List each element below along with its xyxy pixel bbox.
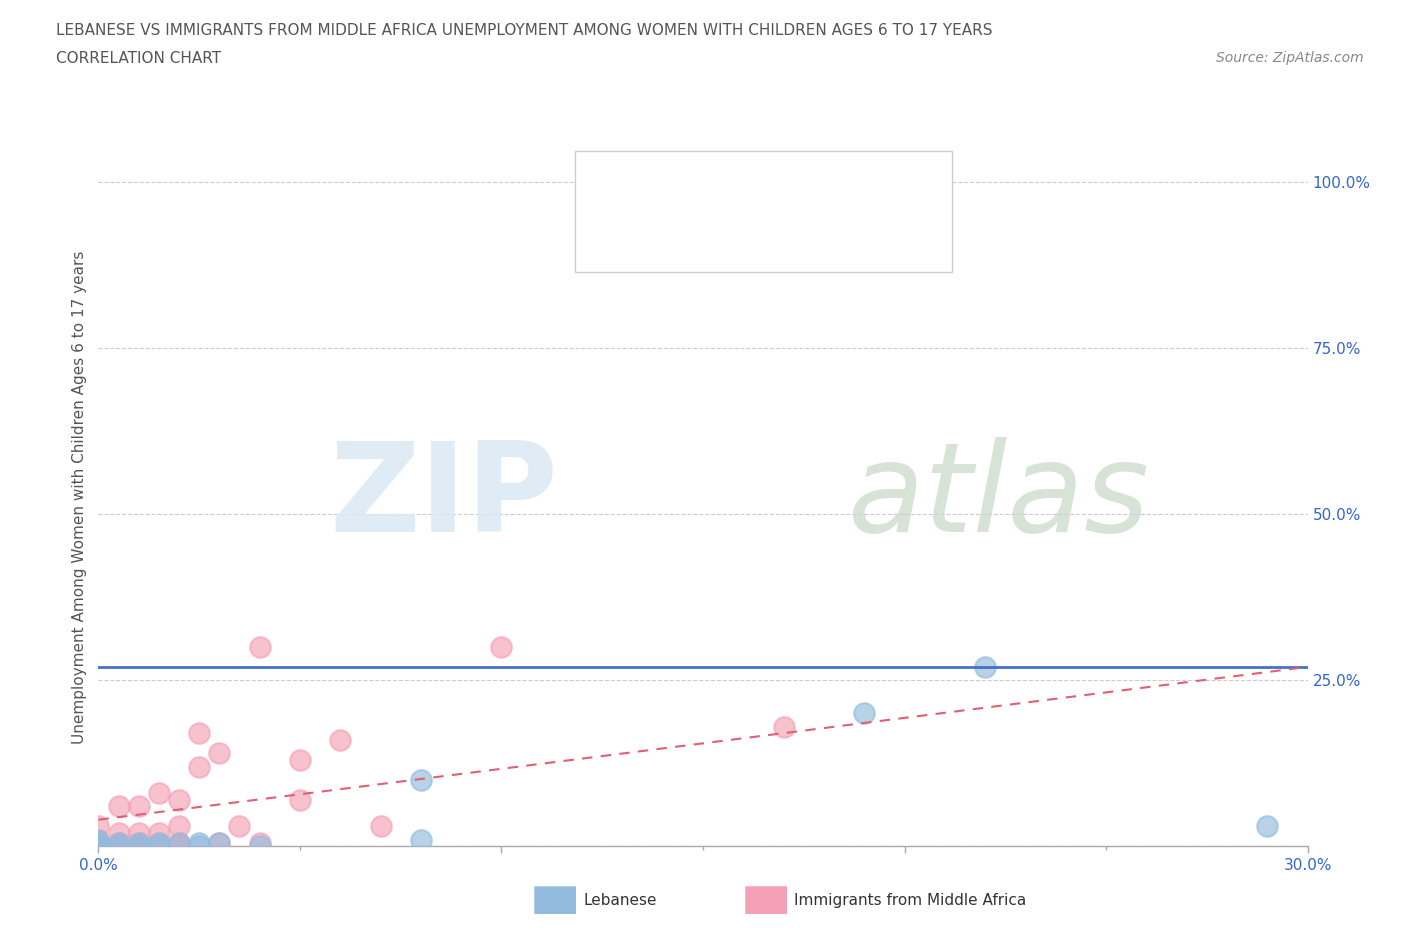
Point [249,835,271,850]
Point [87,832,110,847]
Point [288,792,311,807]
Point [87,832,110,847]
Point [128,839,150,854]
Point [148,839,170,854]
Point [87,835,110,850]
Point [128,839,150,854]
Point [148,835,170,850]
Bar [592,217,624,258]
Point [128,799,150,814]
Point [107,839,129,854]
Point [167,819,190,834]
Bar [592,166,624,206]
Point [288,752,311,767]
Point [249,839,271,854]
Text: R = 0.001   N = 19: R = 0.001 N = 19 [638,177,823,194]
Point [148,835,170,850]
Text: CORRELATION CHART: CORRELATION CHART [56,51,221,66]
Point [249,640,271,655]
Text: atlas: atlas [848,437,1150,558]
Point [128,835,150,850]
Text: ZIP: ZIP [329,437,558,558]
Text: R = 0.158   N = 32: R = 0.158 N = 32 [638,229,823,246]
Point [188,759,211,774]
Point [188,835,211,850]
Point [1256,819,1278,834]
Point [107,826,129,841]
Point [148,786,170,801]
Point [853,706,876,721]
Point [128,835,150,850]
Point [87,839,110,854]
Point [107,839,129,854]
Text: Immigrants from Middle Africa: Immigrants from Middle Africa [794,893,1026,908]
Point [491,640,513,655]
Point [409,832,432,847]
Point [107,799,129,814]
Point [148,826,170,841]
Point [228,819,250,834]
Text: Source: ZipAtlas.com: Source: ZipAtlas.com [1216,51,1364,65]
Point [208,835,231,850]
Point [188,839,211,854]
Point [128,826,150,841]
Point [107,835,129,850]
Point [370,819,392,834]
Point [409,773,432,788]
Y-axis label: Unemployment Among Women with Children Ages 6 to 17 years: Unemployment Among Women with Children A… [72,251,87,744]
Point [167,835,190,850]
Point [167,835,190,850]
Point [188,726,211,741]
Point [208,746,231,761]
Point [167,792,190,807]
Text: Lebanese: Lebanese [583,893,657,908]
Point [772,719,794,734]
Point [87,835,110,850]
Point [87,819,110,834]
Point [87,839,110,854]
Point [974,659,997,674]
Point [329,733,352,748]
Point [208,835,231,850]
Text: LEBANESE VS IMMIGRANTS FROM MIDDLE AFRICA UNEMPLOYMENT AMONG WOMEN WITH CHILDREN: LEBANESE VS IMMIGRANTS FROM MIDDLE AFRIC… [56,23,993,38]
Point [167,839,190,854]
Point [107,835,129,850]
